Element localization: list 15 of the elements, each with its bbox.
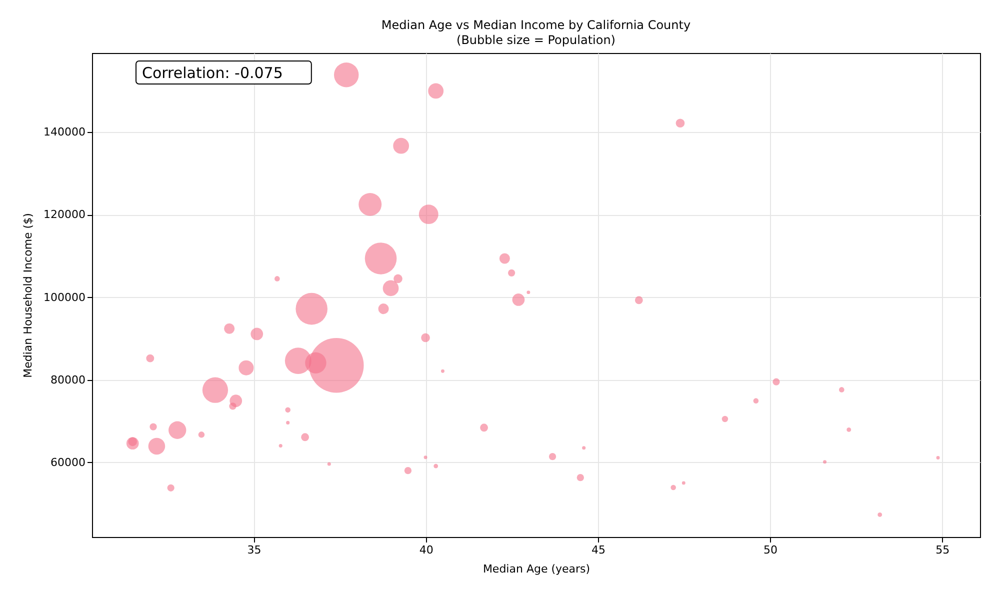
y-tick-label: 100000: [44, 290, 86, 304]
y-tick-label: 120000: [44, 208, 86, 222]
x-tick-label: 40: [419, 544, 434, 556]
x-axis-title: Median Age (years): [482, 562, 590, 576]
chart-subtitle: (Bubble size = Population): [456, 33, 616, 47]
y-tick-label: 140000: [44, 126, 86, 139]
annotation: Correlation: -0.075: [142, 64, 283, 82]
chart-title: Median Age vs Median Income by California County: [381, 18, 691, 32]
x-tick-label: 50: [764, 544, 778, 556]
y-tick-label: 60000: [50, 456, 86, 469]
y-axis-title: Median Household Income ($): [22, 213, 35, 378]
y-tick-label: 80000: [50, 373, 86, 386]
x-tick-label: 35: [247, 544, 262, 556]
x-tick-label: 45: [591, 544, 606, 556]
x-tick-label: 55: [936, 544, 950, 556]
